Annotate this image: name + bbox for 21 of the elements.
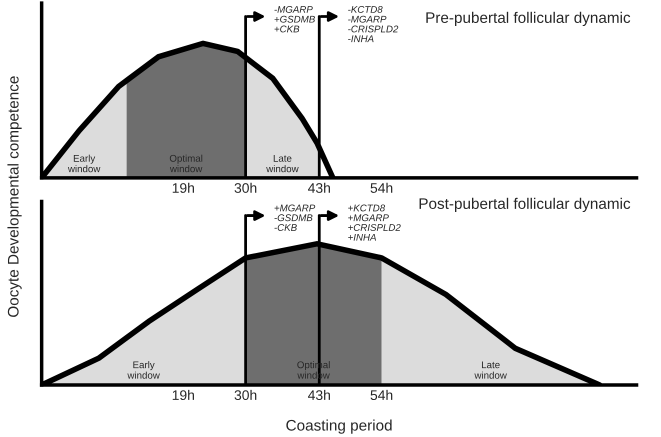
ref-line-label: +MGARP -GSDMB -CKB [274,204,316,231]
y-axis-title: Oocyte Developmental competence [7,76,22,317]
x-tick-label: 30h [234,390,256,400]
x-tick-label: 54h [370,182,392,193]
x-axis-title: Coasting period [286,419,392,434]
annotation: Early window [127,361,160,379]
chart-title: Post-pubertal follicular dynamic [420,198,630,212]
x-tick-label: 43h [308,390,330,400]
chart-title: Pre-pubertal follicular dynamic [426,12,630,26]
x-tick-label: 19h [172,390,194,400]
annotation: Early window [68,154,100,172]
ref-line-label: -KCTD8 -MGARP -CRISPLD2 -INHA [348,6,398,42]
ref-line-label: +KCTD8 +MGARP +CRISPLD2 +INHA [348,204,401,241]
x-tick-label: 30h [234,182,256,193]
annotation: Late window [474,361,507,379]
annotation: Optimal window [170,154,202,172]
x-tick-label: 54h [370,390,392,400]
x-tick-label: 43h [308,182,330,193]
annotation: Late window [266,155,299,172]
x-tick-label: 19h [172,182,194,193]
ref-line-label: -MGARP +GSDMB +CKB [274,6,315,32]
